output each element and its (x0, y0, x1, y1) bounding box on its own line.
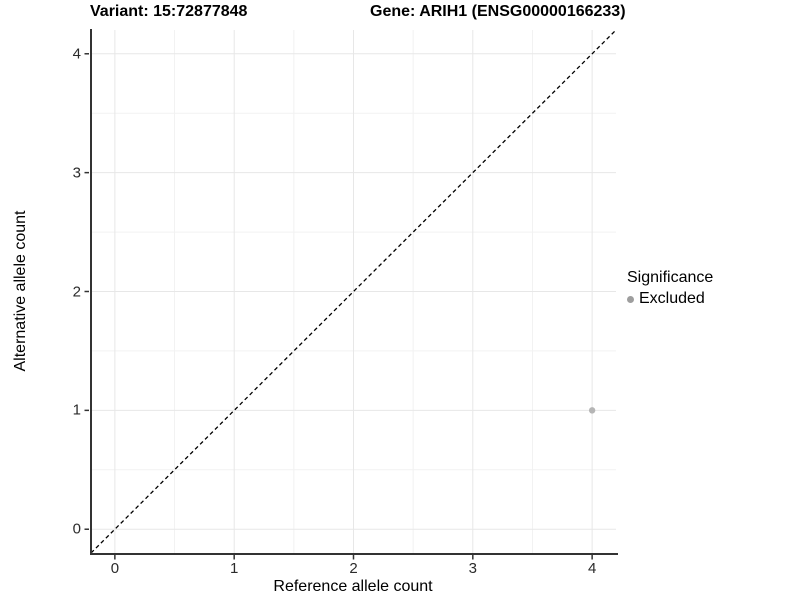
y-tick-label: 4 (72, 45, 81, 63)
x-tick-label: 1 (230, 560, 239, 577)
legend-item-excluded: Excluded (627, 290, 713, 308)
x-tick-label: 0 (110, 560, 120, 577)
variant-title: Variant: 15:72877848 (90, 3, 248, 20)
y-tick-label: 3 (72, 164, 81, 182)
x-axis-title: Reference allele count (273, 578, 433, 595)
legend-title: Significance (627, 269, 714, 286)
x-tick-label: 2 (349, 560, 358, 577)
y-tick-label: 0 (72, 520, 81, 538)
data-point (588, 407, 596, 414)
legend-item-label: Excluded (639, 290, 705, 307)
legend: Significance Excluded (627, 269, 713, 308)
y-axis-title: Alternative allele count (12, 210, 29, 372)
identity-dashed-line (90, 29, 617, 554)
y-tick-label: 2 (72, 283, 81, 300)
legend-key-dot-icon (627, 295, 634, 303)
x-tick-label: 4 (587, 560, 597, 577)
gene-title: Gene: ARIH1 (ENSG00000166233) (370, 3, 626, 20)
y-tick-label: 1 (72, 401, 81, 419)
x-tick-label: 3 (468, 560, 477, 577)
plot-panel (84, 29, 618, 560)
